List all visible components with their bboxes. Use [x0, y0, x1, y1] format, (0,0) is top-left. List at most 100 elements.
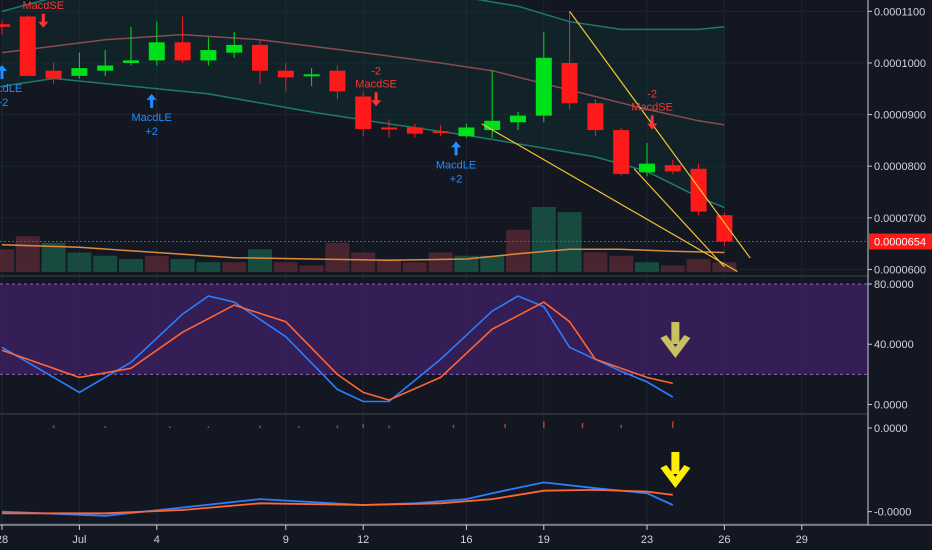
- signal-label: MacdSE: [631, 101, 673, 113]
- strategy-signals: -2MacdSEMacdLE+2MacdLE+2-2MacdSEMacdLE+2…: [0, 0, 673, 185]
- volume-bar: [248, 249, 272, 272]
- candle-body: [226, 44, 243, 53]
- volume-bars: [0, 207, 737, 272]
- signal-label: MacdSE: [355, 78, 397, 90]
- signal-arrow-up-icon: [0, 65, 7, 80]
- time-tick-label: 16: [460, 534, 472, 546]
- volume-bar: [609, 255, 634, 272]
- volume-bar: [506, 229, 530, 272]
- volume-bar: [635, 262, 659, 272]
- stoch-tick-label: 0.0000: [874, 399, 908, 411]
- signal-label: MacdSE: [22, 0, 64, 12]
- candle-body: [97, 65, 114, 71]
- candle-body: [535, 57, 552, 116]
- volume-bar: [196, 262, 221, 272]
- volume-bar: [222, 262, 247, 272]
- candle-body: [510, 115, 526, 123]
- signal-arrow-up-icon: [146, 93, 157, 108]
- arrow-shaft: [671, 452, 680, 474]
- volume-bar: [273, 262, 298, 272]
- volume-ma-line: [1, 243, 725, 262]
- arrow-head: [660, 465, 691, 488]
- time-tick-label: 9: [283, 534, 289, 546]
- down-arrow-icon: [660, 322, 691, 358]
- volume-bar: [583, 252, 608, 272]
- volume-bar: [377, 259, 401, 272]
- candle-body: [0, 24, 10, 27]
- candle-body: [432, 131, 449, 134]
- signal-value: +2: [145, 126, 158, 138]
- volume-bar: [119, 259, 143, 272]
- signal-value: -2: [371, 65, 381, 77]
- price-tick-label: 0.0000900: [874, 110, 926, 122]
- price-axis-bg: [868, 0, 932, 550]
- candle-body: [406, 127, 423, 134]
- candle-body: [355, 96, 372, 130]
- signal-arrow-down-icon: [647, 115, 658, 130]
- stoch-tick-label: 80.0000: [874, 279, 914, 291]
- candle-body: [123, 60, 139, 63]
- volume-bar: [93, 255, 118, 272]
- stoch-d-line: [1, 301, 673, 401]
- candle-body: [252, 44, 268, 71]
- signal-label: MacdLE: [436, 159, 476, 171]
- volume-bar: [144, 255, 169, 272]
- candle-body: [381, 127, 397, 130]
- time-tick-label: 28: [0, 534, 8, 546]
- macd-line: [1, 481, 674, 517]
- signal-arrow-down-icon: [371, 92, 382, 107]
- price-tick-label: 0.0000700: [874, 213, 926, 225]
- volume-bar: [15, 236, 40, 272]
- candle-body: [174, 42, 191, 61]
- signal-label: MacdLE: [0, 83, 22, 95]
- macd-tick-label: -0.0000: [874, 507, 911, 519]
- time-tick-label: 4: [154, 534, 160, 546]
- volume-bar: [299, 265, 324, 272]
- time-tick-label: 23: [641, 534, 653, 546]
- price-tick-label: 0.0001000: [874, 58, 926, 70]
- signal-arrow-up-icon: [451, 141, 462, 156]
- trendline: [481, 123, 738, 273]
- candle-body: [71, 68, 88, 76]
- volume-bar: [531, 207, 556, 272]
- arrow-head: [660, 335, 691, 358]
- candle-body: [148, 42, 165, 61]
- volume-bar: [67, 252, 92, 272]
- candle-body: [303, 74, 320, 77]
- volume-bar: [557, 212, 582, 272]
- price-tick-label: 0.0001100: [874, 6, 925, 18]
- volume-bar: [41, 242, 66, 272]
- signal-label: MacdLE: [131, 112, 171, 124]
- candle-body: [613, 130, 630, 174]
- trendlines: [481, 11, 751, 273]
- time-tick-label: Jul: [72, 534, 86, 546]
- candle-body: [19, 16, 36, 76]
- candles: [0, 11, 868, 247]
- macd-tick-label: 0.0000: [874, 423, 908, 435]
- candle-body: [329, 70, 346, 92]
- trendline: [633, 168, 725, 268]
- candle-body: [587, 103, 604, 131]
- candle-body: [690, 168, 707, 212]
- candle-body: [561, 62, 578, 104]
- volume-bar: [351, 252, 376, 272]
- bollinger-upper-line: [1, 0, 725, 31]
- signal-value: +2: [0, 97, 8, 109]
- price-tick-label: 0.0000600: [874, 264, 926, 276]
- time-tick-label: 26: [718, 534, 730, 546]
- stoch-tick-label: 40.0000: [874, 339, 914, 351]
- grid: [0, 0, 932, 525]
- bollinger-lower-line: [1, 77, 725, 209]
- candle-body: [200, 50, 217, 61]
- last-price-badge: [869, 233, 932, 250]
- macd-panel: [1, 421, 691, 517]
- bollinger-middle-line: [1, 33, 725, 126]
- candle-body: [664, 165, 681, 172]
- candle-body: [639, 163, 655, 173]
- time-tick-label: 29: [796, 534, 808, 546]
- macd-signal-line: [2, 488, 673, 515]
- stoch-k-line: [1, 295, 674, 403]
- volume-bar: [402, 262, 427, 272]
